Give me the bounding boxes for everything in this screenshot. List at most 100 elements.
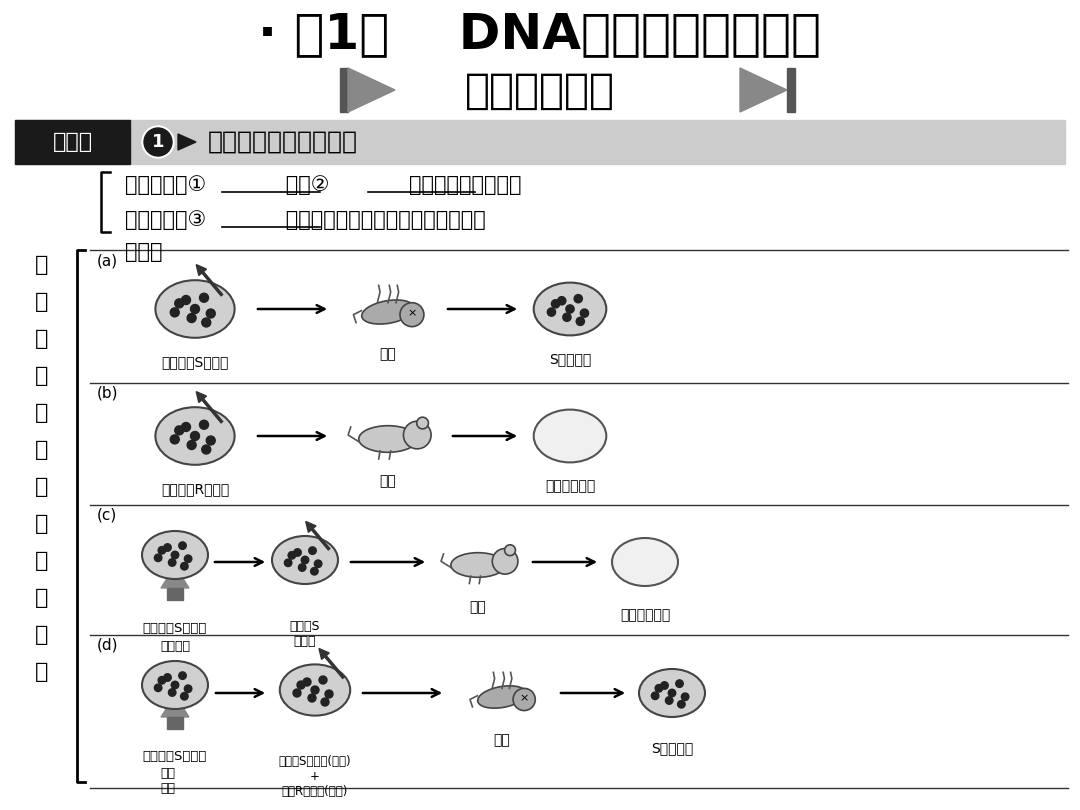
- Text: 存活: 存活: [380, 474, 396, 488]
- Text: ×: ×: [407, 308, 417, 318]
- Circle shape: [504, 545, 515, 556]
- Ellipse shape: [639, 669, 705, 717]
- Bar: [340, 68, 348, 112]
- Circle shape: [206, 309, 215, 318]
- Circle shape: [185, 685, 192, 693]
- Text: 肺: 肺: [36, 329, 49, 349]
- Circle shape: [311, 568, 319, 575]
- Ellipse shape: [280, 664, 350, 715]
- Circle shape: [181, 296, 190, 305]
- Text: 转: 转: [36, 551, 49, 571]
- Text: 实验原理：③            型细菌使人患肺炎或使小鼠患败血症: 实验原理：③ 型细菌使人患肺炎或使小鼠患败血症: [125, 210, 486, 230]
- Text: ×: ×: [519, 693, 529, 703]
- Ellipse shape: [156, 407, 234, 465]
- Circle shape: [284, 559, 292, 566]
- Circle shape: [180, 693, 188, 700]
- Circle shape: [400, 303, 424, 326]
- Text: (d): (d): [97, 638, 119, 653]
- Circle shape: [311, 686, 319, 694]
- Circle shape: [171, 308, 179, 317]
- Text: 菌: 菌: [36, 477, 49, 497]
- Circle shape: [676, 680, 684, 688]
- Text: · 第1节    DNA是主要的遗传物质: · 第1节 DNA是主要的遗传物质: [258, 10, 822, 58]
- Circle shape: [563, 313, 571, 322]
- Ellipse shape: [612, 538, 678, 586]
- Text: 活的有毒S型细菌: 活的有毒S型细菌: [143, 622, 207, 635]
- Circle shape: [513, 688, 536, 710]
- Circle shape: [557, 296, 566, 305]
- Text: 基础自主梳理: 基础自主梳理: [465, 70, 615, 112]
- Ellipse shape: [272, 536, 338, 584]
- Circle shape: [288, 552, 296, 559]
- Circle shape: [661, 682, 669, 689]
- Circle shape: [164, 544, 172, 552]
- Text: 加热灭活: 加热灭活: [160, 640, 190, 653]
- Circle shape: [321, 698, 329, 706]
- Circle shape: [319, 676, 327, 684]
- Polygon shape: [178, 134, 195, 150]
- Circle shape: [293, 689, 301, 697]
- Polygon shape: [197, 265, 206, 275]
- Bar: [167, 717, 183, 729]
- Circle shape: [552, 300, 559, 308]
- Polygon shape: [319, 649, 329, 659]
- Polygon shape: [348, 68, 395, 112]
- Circle shape: [190, 305, 200, 313]
- Circle shape: [158, 547, 165, 554]
- Circle shape: [187, 441, 197, 450]
- Ellipse shape: [156, 280, 234, 338]
- Bar: [167, 588, 183, 600]
- Circle shape: [325, 690, 333, 698]
- Text: 无肺炎双球菌: 无肺炎双球菌: [545, 479, 595, 493]
- Circle shape: [294, 548, 301, 556]
- Polygon shape: [197, 391, 206, 403]
- Text: 1: 1: [152, 133, 164, 151]
- Circle shape: [181, 423, 190, 432]
- Text: 实: 实: [36, 625, 49, 645]
- Circle shape: [154, 684, 162, 692]
- Circle shape: [566, 305, 575, 313]
- Circle shape: [303, 678, 311, 686]
- Ellipse shape: [534, 283, 606, 335]
- Circle shape: [577, 318, 584, 326]
- Circle shape: [575, 295, 582, 303]
- Circle shape: [492, 548, 518, 574]
- Text: 活的无毒R型细菌: 活的无毒R型细菌: [161, 482, 229, 496]
- Polygon shape: [161, 566, 189, 588]
- Circle shape: [298, 564, 306, 571]
- Text: 肺炎双球菌的转化实验: 肺炎双球菌的转化实验: [208, 130, 357, 154]
- Circle shape: [179, 542, 186, 549]
- Circle shape: [141, 126, 174, 158]
- Circle shape: [179, 671, 186, 680]
- Circle shape: [206, 436, 215, 445]
- Text: 灭活的S型细菌(无毒)
+
活的R型细菌(无毒): 灭活的S型细菌(无毒) + 活的R型细菌(无毒): [279, 755, 351, 798]
- Circle shape: [172, 552, 179, 559]
- Text: 过程：: 过程：: [125, 242, 162, 262]
- Circle shape: [190, 432, 200, 441]
- Text: 化: 化: [36, 588, 49, 608]
- Circle shape: [677, 701, 685, 708]
- Circle shape: [297, 681, 305, 689]
- Circle shape: [200, 293, 208, 302]
- Circle shape: [669, 689, 676, 697]
- Text: 活的有毒S型细菌: 活的有毒S型细菌: [143, 750, 207, 763]
- Text: 双: 双: [36, 403, 49, 423]
- Text: 无肺炎双球菌: 无肺炎双球菌: [620, 608, 670, 622]
- Text: (b): (b): [97, 386, 119, 401]
- Circle shape: [580, 309, 589, 318]
- Ellipse shape: [362, 300, 415, 324]
- Circle shape: [185, 555, 192, 562]
- Circle shape: [158, 676, 165, 684]
- Circle shape: [200, 420, 208, 429]
- Text: 球: 球: [36, 440, 49, 460]
- Bar: [15, 120, 1065, 164]
- Circle shape: [154, 554, 162, 561]
- Text: S型活细菌: S型活细菌: [651, 741, 693, 755]
- Text: 加热
灭活: 加热 灭活: [160, 767, 175, 795]
- Text: (c): (c): [97, 508, 118, 523]
- Polygon shape: [740, 68, 787, 112]
- Text: 炎: 炎: [36, 366, 49, 386]
- Circle shape: [187, 313, 197, 322]
- Bar: [787, 68, 795, 112]
- Ellipse shape: [359, 426, 417, 452]
